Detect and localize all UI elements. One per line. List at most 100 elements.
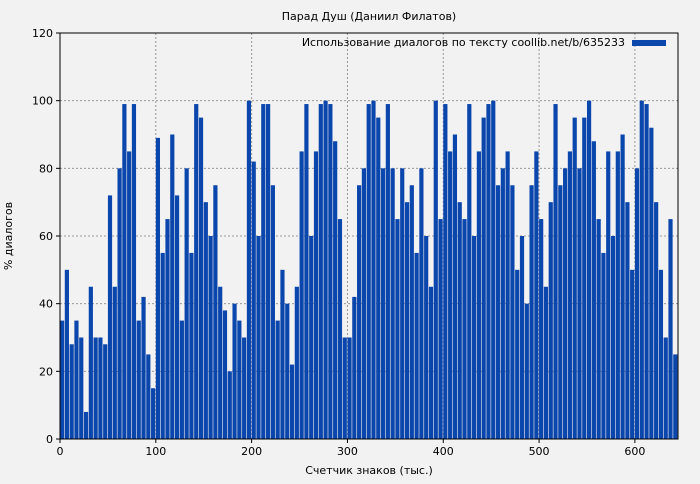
x-tick-label: 100 (145, 445, 166, 458)
bar (304, 104, 309, 440)
bar (577, 168, 582, 440)
bar (74, 320, 79, 439)
bar (289, 364, 295, 439)
bar (227, 371, 232, 439)
bar (151, 388, 156, 439)
bar (285, 303, 290, 439)
bar (313, 151, 319, 439)
bar (280, 269, 285, 439)
legend-label: Использование диалогов по тексту coollib… (302, 36, 625, 49)
bar (333, 141, 338, 439)
bar (213, 185, 218, 439)
bar (572, 117, 577, 439)
bar (146, 354, 151, 439)
bar (476, 151, 481, 439)
bar (294, 286, 299, 439)
bar (510, 185, 515, 439)
bar (543, 286, 549, 439)
bar (203, 202, 208, 439)
bar (232, 303, 237, 439)
bar (160, 252, 165, 439)
bar (380, 168, 386, 440)
bar (457, 202, 462, 439)
bar (539, 219, 544, 439)
x-tick-label: 400 (433, 445, 454, 458)
bar (136, 320, 141, 439)
bar (390, 168, 395, 440)
bar (534, 151, 539, 439)
bar (663, 337, 668, 439)
bar (98, 337, 103, 439)
bar (500, 168, 505, 440)
x-tick-label: 300 (337, 445, 358, 458)
legend-swatch (632, 40, 666, 46)
bar (419, 168, 424, 440)
bar (88, 286, 93, 439)
bar (606, 151, 611, 439)
bar (275, 320, 280, 439)
bar (596, 219, 601, 439)
bar (586, 100, 592, 440)
bar (309, 236, 314, 439)
bar (376, 117, 381, 439)
bar (591, 141, 596, 439)
chart-title: Парад Душ (Даниил Филатов) (282, 10, 456, 23)
bar (639, 100, 644, 440)
bar (64, 269, 69, 439)
y-tick-label: 60 (39, 230, 53, 243)
bar (615, 151, 620, 439)
bar (103, 344, 108, 439)
bar (218, 286, 223, 439)
bar (127, 151, 132, 439)
bar (256, 236, 261, 439)
bar (414, 252, 419, 439)
bar (208, 236, 213, 439)
bar (515, 269, 520, 439)
bar (654, 202, 659, 439)
bar (131, 104, 137, 440)
bar (357, 185, 362, 439)
legend: Использование диалогов по тексту coollib… (302, 36, 666, 49)
bar (242, 337, 247, 439)
bar (634, 168, 640, 440)
bar (462, 219, 467, 439)
bar (361, 168, 367, 440)
x-tick-label: 200 (241, 445, 262, 458)
x-axis-label: Счетчик знаков (тыс.) (305, 464, 433, 477)
bar (519, 236, 525, 439)
bar (93, 337, 98, 439)
bar (644, 104, 649, 440)
bar (366, 104, 371, 440)
bar (342, 337, 347, 439)
bar (270, 185, 275, 439)
bar (69, 344, 74, 439)
bar (246, 100, 252, 440)
bar (649, 127, 654, 439)
bar (184, 168, 189, 440)
bar (409, 185, 414, 439)
bar (553, 104, 558, 440)
bar (337, 219, 343, 439)
y-tick-label: 80 (39, 162, 53, 175)
bar (122, 104, 127, 440)
bar (170, 134, 175, 439)
bar (347, 337, 352, 439)
bar (155, 137, 161, 439)
bar (385, 104, 390, 440)
x-tick-label: 0 (57, 445, 64, 458)
bar (481, 117, 486, 439)
bar (428, 286, 434, 439)
bar (165, 219, 170, 439)
bar (107, 195, 113, 439)
bar (395, 219, 400, 439)
bar (620, 134, 625, 439)
x-tick-label: 600 (624, 445, 645, 458)
bar (323, 100, 328, 440)
y-tick-label: 20 (39, 365, 53, 378)
bar (266, 104, 271, 440)
bar (563, 168, 568, 440)
bar (60, 320, 65, 439)
bar (251, 161, 256, 440)
